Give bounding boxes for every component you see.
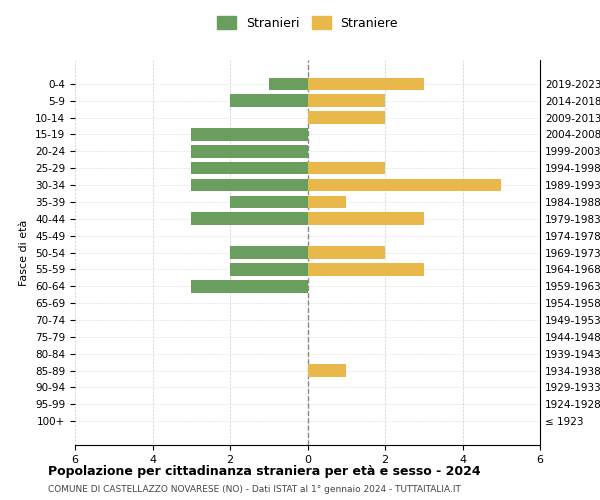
Bar — [191, 280, 308, 292]
Bar — [308, 162, 385, 174]
Bar — [230, 94, 308, 107]
Text: COMUNE DI CASTELLAZZO NOVARESE (NO) - Dati ISTAT al 1° gennaio 2024 - TUTTAITALI: COMUNE DI CASTELLAZZO NOVARESE (NO) - Da… — [48, 485, 461, 494]
Legend: Stranieri, Straniere: Stranieri, Straniere — [217, 16, 398, 30]
Bar — [308, 111, 385, 124]
Bar — [308, 246, 385, 259]
Bar — [230, 246, 308, 259]
Bar — [308, 196, 346, 208]
Bar — [230, 196, 308, 208]
Bar — [191, 128, 308, 141]
Bar — [308, 263, 424, 276]
Bar — [191, 145, 308, 158]
Bar — [269, 78, 308, 90]
Bar — [308, 94, 385, 107]
Bar — [308, 364, 346, 377]
Bar — [308, 212, 424, 225]
Bar — [308, 178, 501, 192]
Bar — [191, 178, 308, 192]
Bar — [191, 212, 308, 225]
Text: Popolazione per cittadinanza straniera per età e sesso - 2024: Popolazione per cittadinanza straniera p… — [48, 465, 481, 478]
Y-axis label: Fasce di età: Fasce di età — [19, 220, 29, 286]
Bar — [230, 263, 308, 276]
Bar — [191, 162, 308, 174]
Bar — [308, 78, 424, 90]
